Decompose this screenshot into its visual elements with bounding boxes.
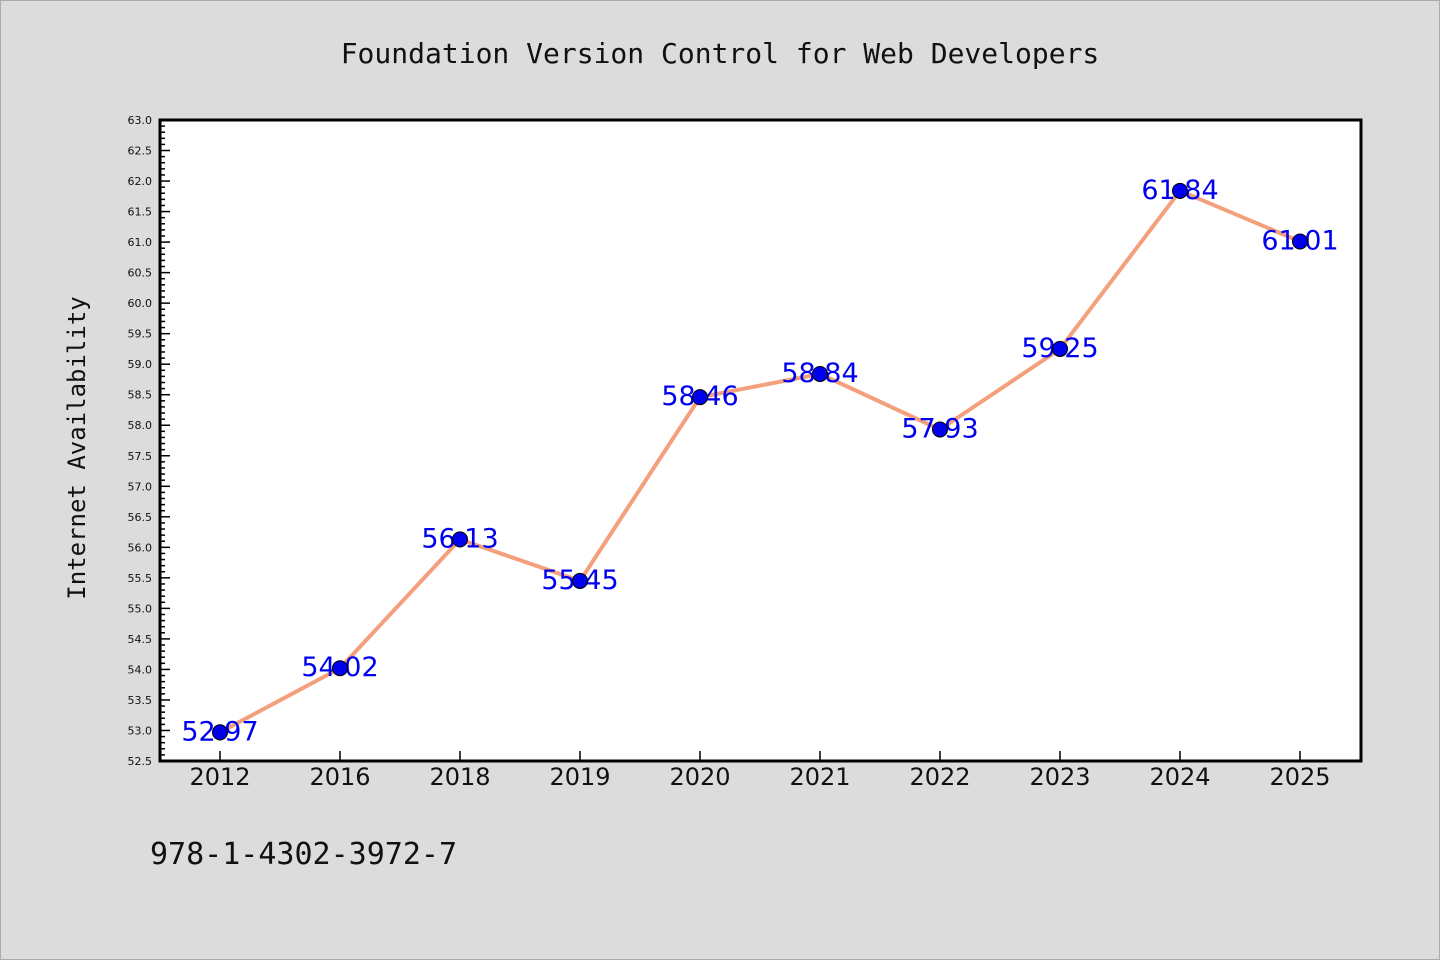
y-tick-label: 62.5 [128,145,153,158]
x-tick-label: 2023 [1029,763,1090,791]
y-tick-label: 55.0 [128,602,153,615]
data-point [812,365,828,382]
x-tick-label: 2016 [309,763,370,791]
y-tick-label: 61.0 [128,236,153,249]
data-point [692,389,708,406]
y-tick-label: 58.0 [128,419,153,432]
series-line [218,188,1302,735]
data-point [932,421,948,438]
data-point [572,572,588,589]
y-tick-label: 62.0 [128,175,153,188]
data-point [452,531,468,548]
y-tick-label: 59.0 [128,358,153,371]
data-point [1292,233,1308,250]
data-point [1052,340,1068,357]
y-tick-label: 56.5 [128,511,153,524]
y-tick-label: 53.5 [128,694,153,707]
y-axis-label: Internet Availability [63,296,91,599]
y-tick-label: 54.5 [128,633,153,646]
y-tick-label: 60.0 [128,297,153,310]
y-axis: 52.5 53.0 53.5 54.0 54.5 55.0 55.5 56.0 56.5 57.0… [128,114,170,768]
x-tick-label: 2018 [429,763,490,791]
x-tick-label: 2024 [1149,763,1210,791]
x-tick-label: 2021 [789,763,850,791]
y-tick-label: 54.0 [128,663,153,676]
y-tick-label: 57.0 [128,480,153,493]
y-tick-label: 58.5 [128,389,153,402]
isbn-text: 978-1-4302-3972-7 [150,837,457,872]
y-tick-label: 55.5 [128,572,153,585]
y-tick-label: 60.5 [128,267,153,280]
data-point [1172,182,1188,199]
y-tick-label: 59.5 [128,328,153,341]
y-tick-label: 63.0 [128,114,153,127]
y-tick-label: 57.5 [128,450,153,463]
chart-title: Foundation Version Control for Web Devel… [341,37,1100,70]
x-tick-label: 2012 [189,763,250,791]
x-tick-label: 2022 [909,763,970,791]
series-layer: 52.9754.0256.1355.4558.4658.8457.9359.25… [181,175,1338,747]
y-tick-label: 56.0 [128,541,153,554]
data-point [332,660,348,677]
x-tick-label: 2025 [1269,763,1330,791]
plot-area [158,118,1363,763]
y-tick-label: 53.0 [128,724,153,737]
x-tick-label: 2019 [549,763,610,791]
x-axis: 2012 2016 2018 2019 2020 2021 2022 2023 2024 2025 [189,751,1331,791]
data-point [212,724,228,741]
x-tick-label: 2020 [669,763,730,791]
y-tick-label: 52.5 [128,755,153,768]
y-tick-label: 61.5 [128,206,153,219]
